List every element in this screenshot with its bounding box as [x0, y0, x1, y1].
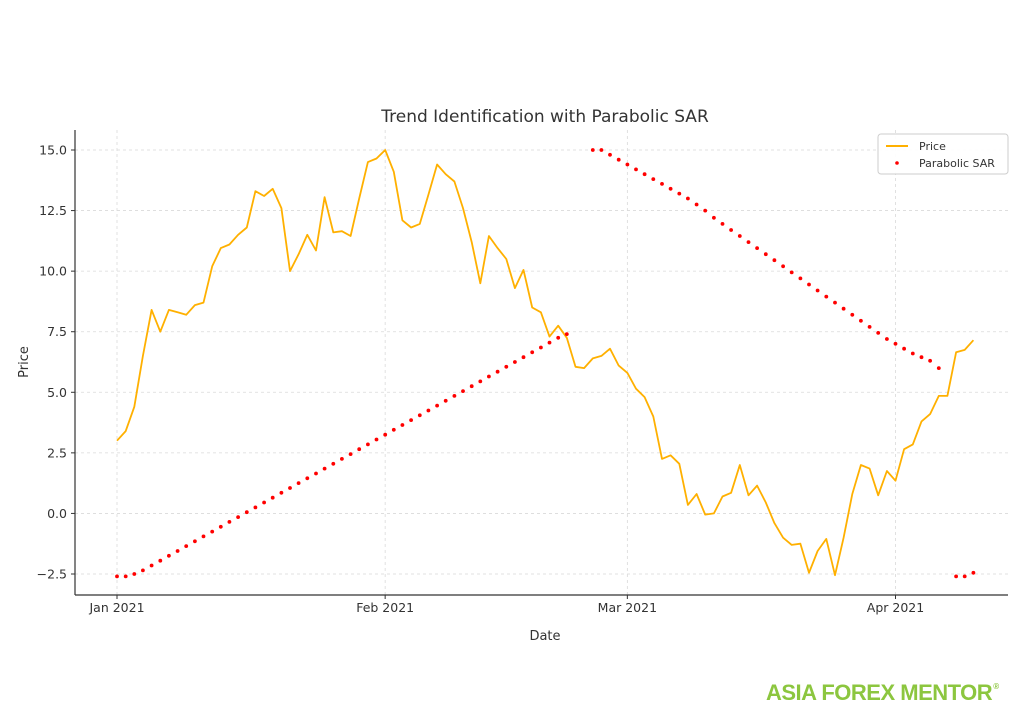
y-tick-label: −2.5 [37, 567, 67, 582]
registered-mark-icon: ® [993, 682, 999, 691]
x-tick-label: Jan 2021 [88, 600, 144, 615]
legend-sar-label: Parabolic SAR [919, 157, 995, 170]
y-tick-label: 15.0 [39, 143, 67, 158]
legend: Price Parabolic SAR [877, 133, 1009, 175]
x-tick-label: Mar 2021 [598, 600, 657, 615]
grid-lines [75, 130, 1008, 595]
y-axis-ticks: −2.5 0.0 2.5 5.0 7.5 10.0 12.5 15.0 [37, 143, 75, 582]
x-axis-ticks: Jan 2021 Feb 2021 Mar 2021 Apr 2021 [88, 595, 924, 615]
brand-logo-text: ASIA FOREX MENTOR [766, 680, 993, 705]
legend-sar-swatch [895, 161, 899, 165]
y-axis-label: Price [17, 346, 32, 378]
x-axis-label: Date [529, 629, 560, 644]
axes [74, 130, 1008, 596]
y-tick-label: 0.0 [47, 506, 67, 521]
price-line [116, 149, 975, 577]
y-tick-label: 7.5 [47, 324, 67, 339]
parabolic-sar-dots [115, 148, 976, 579]
x-tick-label: Apr 2021 [867, 600, 924, 615]
y-tick-label: 12.5 [39, 203, 67, 218]
brand-logo: ASIA FOREX MENTOR® [766, 680, 999, 706]
legend-price-label: Price [919, 140, 946, 153]
x-tick-label: Feb 2021 [356, 600, 414, 615]
y-tick-label: 10.0 [39, 264, 67, 279]
y-tick-label: 2.5 [47, 445, 67, 460]
chart-title: Trend Identification with Parabolic SAR [380, 107, 709, 127]
y-tick-label: 5.0 [47, 385, 67, 400]
